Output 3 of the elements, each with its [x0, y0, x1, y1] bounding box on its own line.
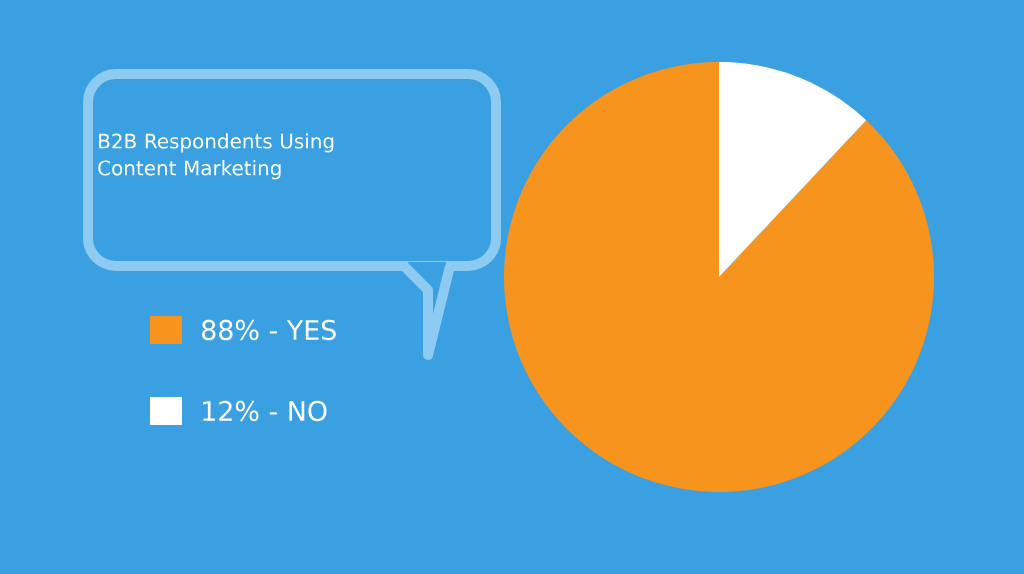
legend-label: 88% - YES [202, 319, 336, 341]
text: B2B Respondents Using Content Marketing [98, 133, 334, 180]
legend-label: 12% - NO [203, 400, 327, 422]
